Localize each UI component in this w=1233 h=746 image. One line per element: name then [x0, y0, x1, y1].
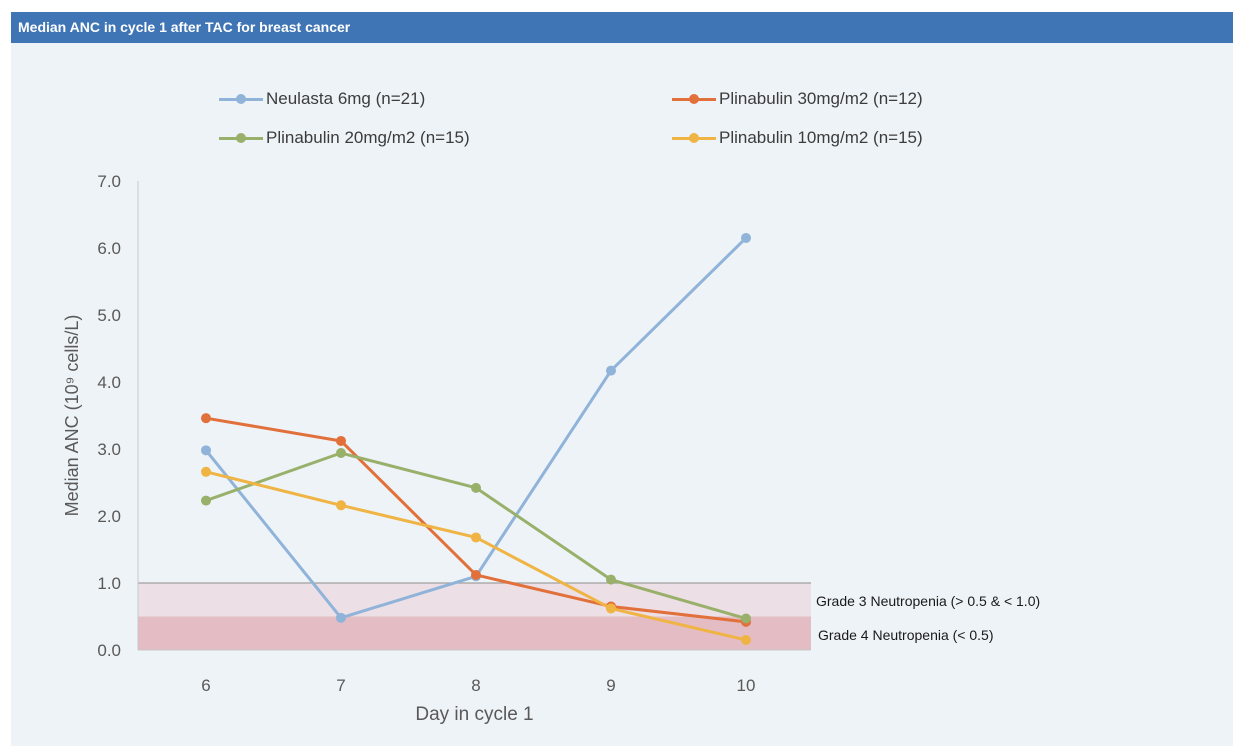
data-point — [606, 574, 616, 585]
data-point — [336, 435, 346, 446]
x-tick-label: 8 — [471, 676, 480, 695]
series-lines — [201, 232, 751, 645]
data-point — [336, 612, 346, 623]
data-point — [336, 500, 346, 511]
x-tick-label: 7 — [336, 676, 345, 695]
legend-item: Plinabulin 20mg/m2 (n=15) — [219, 126, 470, 150]
x-tick-label: 6 — [201, 676, 210, 695]
y-tick-label: 3.0 — [97, 440, 121, 459]
data-point — [201, 466, 211, 477]
data-point — [201, 495, 211, 506]
legend-label: Plinabulin 10mg/m2 (n=15) — [719, 128, 923, 147]
series-line-1 — [204, 236, 748, 620]
data-point — [201, 445, 211, 456]
data-point — [471, 482, 481, 493]
legend-swatch — [219, 126, 263, 150]
y-tick-label: 1.0 — [97, 574, 121, 593]
y-tick-label: 7.0 — [97, 172, 121, 191]
y-tick-label: 5.0 — [97, 306, 121, 325]
legend-label: Plinabulin 20mg/m2 (n=15) — [266, 128, 470, 147]
data-point — [606, 603, 616, 614]
legend: Neulasta 6mg (n=21) Plinabulin 30mg/m2 (n… — [0, 0, 1233, 160]
data-point — [201, 413, 211, 424]
y-tick-label: 4.0 — [97, 373, 121, 392]
legend-swatch — [672, 126, 716, 150]
neutropenia-bands — [138, 582, 811, 650]
legend-swatch — [672, 87, 716, 111]
data-point — [741, 613, 751, 624]
x-axis-label: Day in cycle 1 — [415, 704, 533, 725]
legend-item: Plinabulin 30mg/m2 (n=12) — [672, 87, 923, 111]
data-point — [471, 532, 481, 543]
legend-label: Neulasta 6mg (n=21) — [266, 89, 426, 108]
y-axis-label: Median ANC (10⁹ cells/L) — [62, 315, 82, 517]
axes: 0.0 1.0 2.0 3.0 4.0 5.0 6.0 7.0 6 7 8 9 10 Day in cyc… — [62, 172, 811, 725]
legend-swatch — [219, 87, 263, 111]
y-tick-label: 2.0 — [97, 507, 121, 526]
x-tick-label: 10 — [737, 676, 756, 695]
data-point — [741, 634, 751, 645]
x-tick-label: 9 — [606, 676, 615, 695]
grade4-band — [138, 616, 811, 650]
legend-item: Neulasta 6mg (n=21) — [219, 87, 425, 111]
legend-item: Plinabulin 10mg/m2 (n=15) — [672, 126, 923, 150]
grade3-band — [138, 583, 811, 617]
data-point — [471, 569, 481, 580]
legend-label: Plinabulin 30mg/m2 (n=12) — [719, 89, 923, 108]
y-tick-label: 6.0 — [97, 239, 121, 258]
grade4-label: Grade 4 Neutropenia (< 0.5) — [818, 627, 994, 643]
chart-labels: Grade 3 Neutropenia (> 0.5 & < 1.0) Grade… — [816, 593, 1040, 643]
data-point — [606, 365, 616, 376]
y-tick-label: 0.0 — [97, 641, 121, 660]
chart-title: Median ANC in cycle 1 after TAC for brea… — [11, 12, 1233, 43]
data-point — [336, 448, 346, 459]
data-point — [741, 232, 751, 243]
grade3-label: Grade 3 Neutropenia (> 0.5 & < 1.0) — [816, 593, 1040, 609]
